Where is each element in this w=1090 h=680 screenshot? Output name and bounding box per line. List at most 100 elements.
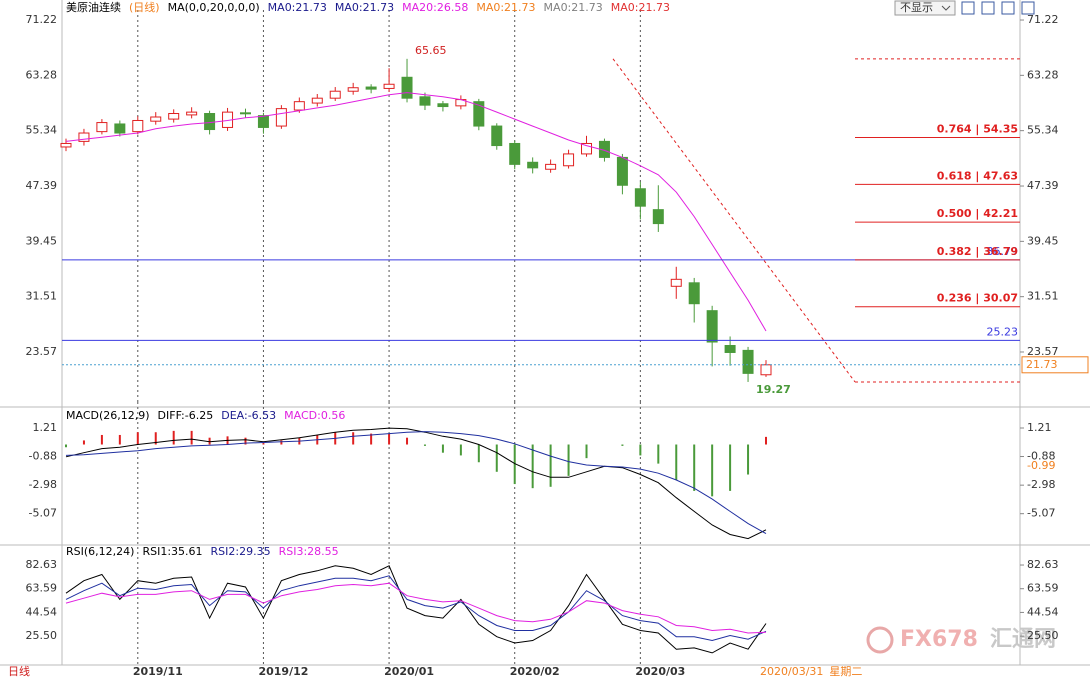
rsi-line [65, 575, 767, 642]
macd-bar [262, 443, 265, 445]
x-tick-label: 2019/11 [133, 665, 183, 678]
panel-title: 美原油连续 [66, 0, 121, 14]
macd-bar [65, 444, 67, 448]
candle-body [473, 101, 485, 127]
candle-body [347, 87, 359, 92]
macd-bar [747, 444, 750, 475]
macd-bar [82, 440, 85, 445]
fib-level-label: 0.500 | 42.21 [937, 207, 1018, 220]
hide-button[interactable] [894, 0, 956, 16]
y-tick-label: 23.57 [26, 345, 58, 358]
macd-bar [280, 440, 283, 445]
horizontal-line-label: 36.79 [987, 245, 1019, 258]
indicator-label: MA(0,0,20,0,0,0) [168, 1, 260, 14]
macd-line [65, 427, 767, 540]
macd-bar [172, 430, 175, 445]
watermark-brand: FX678 [900, 627, 978, 652]
macd-bar [154, 432, 157, 445]
y-tick-label-right: 25.50 [1027, 629, 1059, 642]
candle-body [670, 278, 682, 287]
toolbar-icon[interactable] [961, 1, 975, 15]
toolbar-icon[interactable] [1001, 1, 1015, 15]
toolbar-icon[interactable] [1021, 1, 1035, 15]
candle-body [652, 209, 664, 225]
footer-weekday: 星期二 [829, 665, 862, 678]
candle-body [168, 113, 180, 120]
macd-bar [639, 444, 642, 456]
macd-bar [549, 444, 552, 487]
trough-label: 19.27 [756, 383, 791, 396]
candle-body [401, 76, 413, 99]
macd-bar [352, 432, 355, 445]
x-tick-label: 2019/12 [258, 665, 308, 678]
toolbar-icon[interactable] [981, 1, 995, 15]
y-tick-label-right: 31.51 [1027, 290, 1059, 303]
legend-label: MA0:21.73 [476, 1, 535, 14]
panel-title: MACD(26,12,9) [66, 409, 150, 422]
candle-body [186, 111, 198, 116]
candle-body [706, 310, 718, 343]
macd-bar [567, 444, 570, 476]
y-tick-label-right: -0.88 [1027, 450, 1055, 463]
candle-body [760, 364, 772, 376]
x-tick-label: 2020/02 [510, 665, 560, 678]
macd-bar [100, 434, 103, 445]
macd-bar [711, 444, 714, 497]
macd-bar [621, 444, 624, 446]
macd-bar [423, 444, 426, 446]
period-tab[interactable]: 日线 [8, 664, 30, 678]
macd-bar [495, 444, 498, 472]
y-tick-label-right: 82.63 [1027, 558, 1059, 571]
y-tick-label-right: 44.54 [1027, 605, 1059, 618]
legend-label: RSI2:29.35 [211, 545, 271, 558]
y-tick-label: 31.51 [26, 290, 58, 303]
dropdown-arrow [941, 5, 951, 11]
macd-bar [190, 430, 193, 445]
y-tick-label: 44.54 [26, 605, 58, 618]
horizontal-line-label: 25.23 [987, 325, 1019, 338]
candle-body [311, 97, 323, 104]
y-tick-label: -0.88 [29, 450, 57, 463]
y-tick-label: 63.59 [26, 582, 58, 595]
fib-level-label: 0.382 | 36.79 [937, 245, 1018, 258]
candle-body [545, 163, 557, 170]
macd-bar [370, 433, 373, 445]
y-tick-label-right: -2.98 [1027, 478, 1055, 491]
macd-bar [441, 444, 444, 453]
candle-body [563, 153, 575, 167]
rsi-line [65, 565, 767, 654]
y-tick-label: 63.28 [26, 68, 58, 81]
x-tick-label: 2020/01 [384, 665, 434, 678]
candle-body [60, 142, 72, 148]
macd-bar [729, 444, 732, 491]
macd-line [65, 431, 767, 535]
fib-level-label: 0.618 | 47.63 [937, 169, 1018, 182]
candle-body [634, 188, 646, 207]
last-price-box [1021, 356, 1089, 374]
candle-body [437, 103, 449, 108]
candle-body [78, 132, 90, 142]
macd-bar [208, 437, 211, 445]
candle-body [275, 108, 287, 127]
fib-level-label: 0.236 | 30.07 [937, 292, 1018, 305]
candle-body [132, 119, 144, 133]
candle-body [724, 345, 736, 353]
candle-body [114, 123, 126, 134]
candle-body [293, 101, 305, 111]
y-tick-label: 82.63 [26, 558, 58, 571]
y-tick-label-right: 63.59 [1027, 582, 1059, 595]
candle-body [581, 142, 593, 155]
candle-body [509, 142, 521, 165]
legend-label: MA0:21.73 [268, 1, 327, 14]
macd-bar [513, 444, 516, 485]
peak-label: 65.65 [415, 44, 447, 57]
y-tick-label-right: 63.28 [1027, 68, 1059, 81]
candle-body [239, 112, 251, 115]
x-tick-label: 2020/03 [635, 665, 685, 678]
candle-body [491, 125, 503, 147]
hide-button-label[interactable]: 不显示 [900, 1, 933, 14]
legend-label: DIFF:-6.25 [158, 409, 214, 422]
legend-label: MACD:0.56 [284, 409, 345, 422]
legend-label: MA20:26.58 [402, 1, 468, 14]
candle-body [688, 282, 700, 305]
